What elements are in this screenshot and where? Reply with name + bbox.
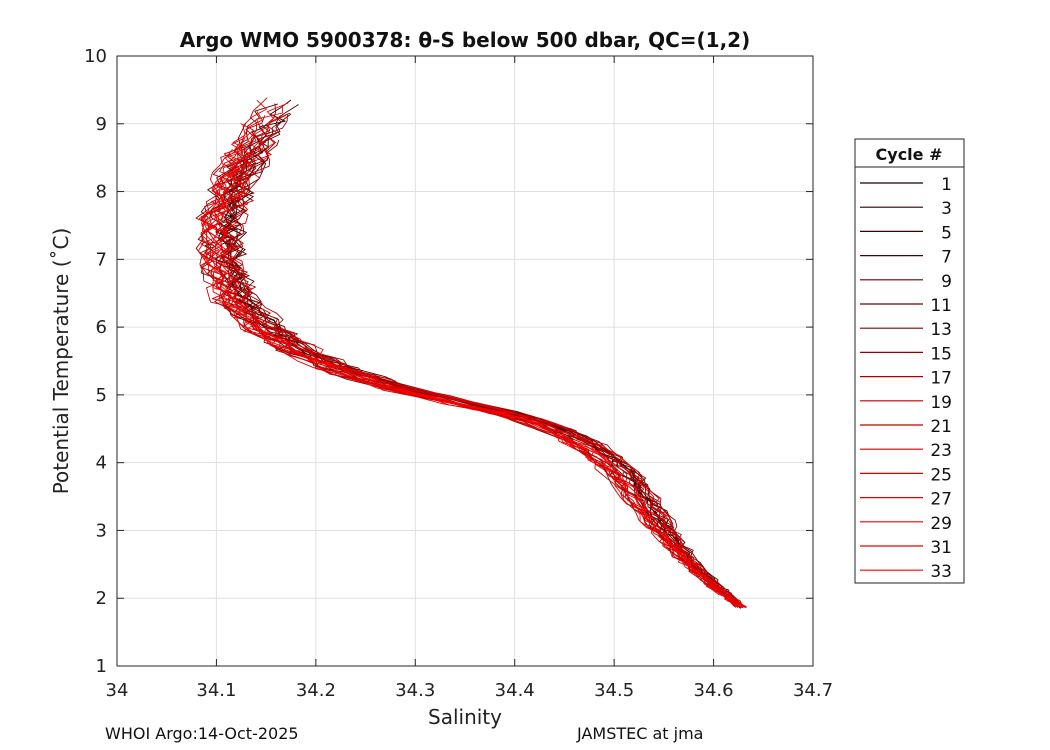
legend-label: 17 (930, 369, 952, 389)
x-tick-label: 34.7 (793, 680, 833, 701)
legend-label: 23 (930, 441, 952, 461)
y-tick-label: 1 (96, 656, 107, 677)
profile-line-cycle (201, 111, 742, 609)
y-tick-label: 9 (96, 114, 107, 135)
series-group (195, 97, 747, 609)
profile-line-cycle (222, 114, 747, 609)
y-tick-label: 10 (84, 46, 107, 67)
legend-label: 29 (930, 514, 952, 534)
y-tick-label: 5 (96, 385, 107, 406)
legend-box (854, 138, 965, 584)
legend-label: 9 (941, 272, 952, 292)
profile-line-cycle (217, 102, 736, 608)
legend-title: Cycle # (876, 145, 943, 164)
x-tick-label: 34.2 (296, 680, 336, 701)
chart-title: Argo WMO 5900378: θ-S below 500 dbar, QC… (180, 28, 750, 52)
axis-ticks: 34 34.1 34.2 34.3 34.4 34.5 34.6 34.71234567891… (84, 46, 833, 701)
x-tick-label: 34.1 (196, 680, 236, 701)
footer-source-date: WHOI Argo:14-Oct-2025 (105, 724, 299, 743)
x-tick-label: 34 (106, 680, 129, 701)
grid (117, 56, 813, 666)
legend-label: 25 (930, 465, 952, 485)
x-tick-label: 34.5 (594, 680, 634, 701)
y-tick-label: 4 (96, 453, 107, 474)
y-tick-label: 6 (96, 317, 107, 338)
y-axis-label: Potential Temperature (˚C) (49, 228, 73, 495)
legend-label: 7 (941, 248, 952, 268)
legend-label: 19 (930, 393, 952, 413)
legend-label: 13 (930, 320, 952, 340)
legend-label: 1 (941, 175, 952, 195)
legend-label: 31 (930, 538, 952, 558)
legend-label: 3 (941, 199, 952, 219)
profile-line-cycle (200, 138, 743, 608)
y-tick-label: 3 (96, 520, 107, 541)
profile-line-cycle (213, 105, 739, 609)
legend-label: 21 (930, 417, 952, 437)
legend-label: 11 (930, 296, 952, 316)
legend-label: 5 (941, 223, 952, 243)
profile-line-cycle (209, 132, 745, 608)
legend-label: 33 (930, 562, 952, 582)
x-tick-label: 34.6 (694, 680, 734, 701)
plot-frame (116, 55, 814, 667)
legend-label: 15 (930, 344, 952, 364)
y-tick-label: 2 (96, 588, 107, 609)
footer-credit: JAMSTEC at jma (577, 724, 704, 743)
x-axis-label: Salinity (428, 705, 502, 729)
y-tick-label: 7 (96, 249, 107, 270)
legend-label: 27 (930, 490, 952, 510)
y-tick-label: 8 (96, 182, 107, 203)
x-tick-label: 34.3 (395, 680, 435, 701)
profile-line-cycle (204, 103, 736, 608)
x-tick-label: 34.4 (495, 680, 535, 701)
